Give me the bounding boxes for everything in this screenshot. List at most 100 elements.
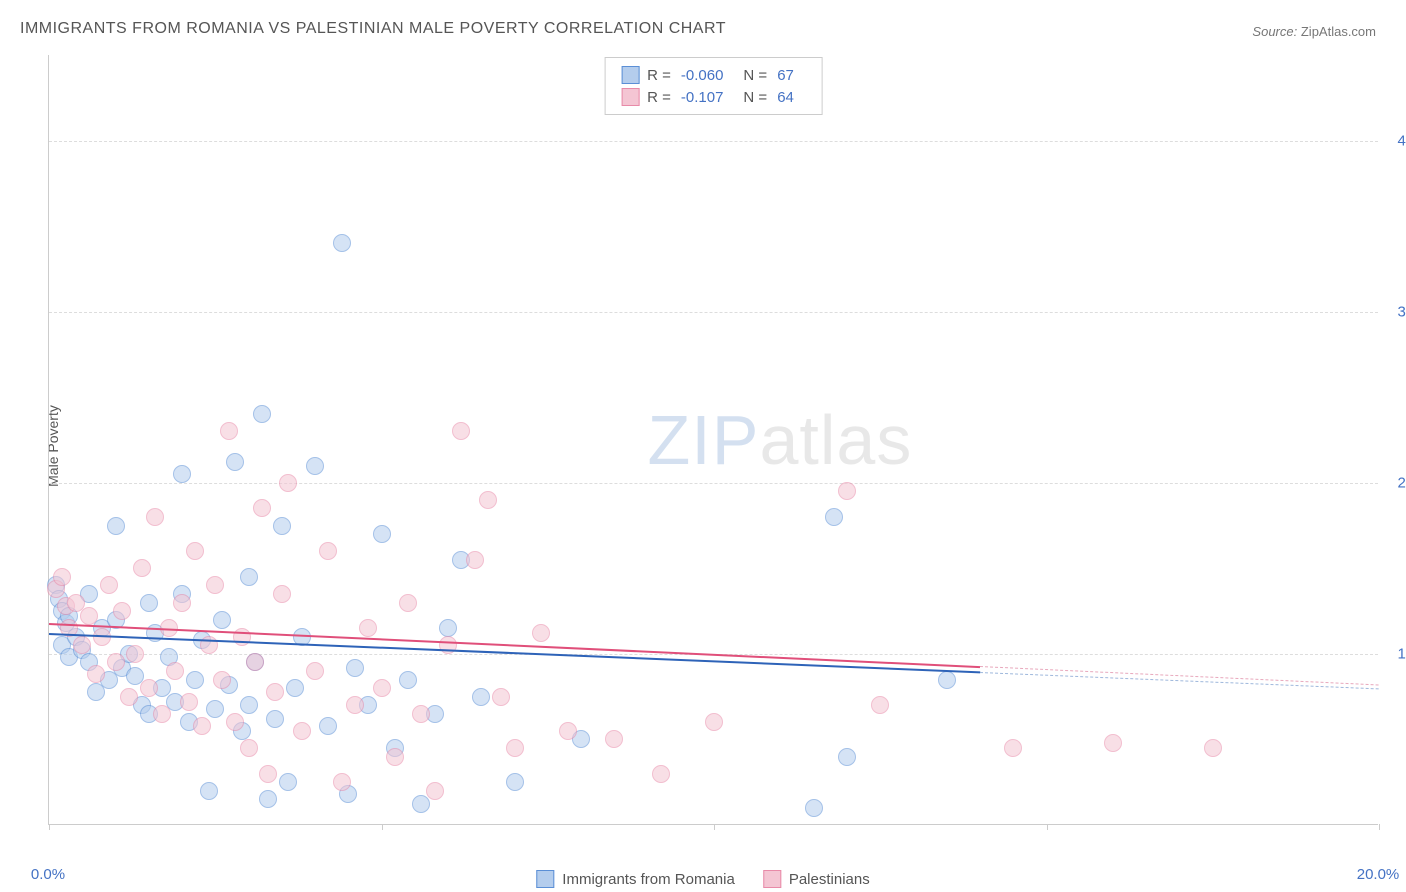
scatter-point <box>206 700 224 718</box>
scatter-point <box>472 688 490 706</box>
scatter-point <box>333 773 351 791</box>
scatter-point <box>120 688 138 706</box>
x-tick-label: 20.0% <box>1357 866 1400 883</box>
scatter-point <box>226 713 244 731</box>
scatter-point <box>286 679 304 697</box>
scatter-point <box>838 748 856 766</box>
scatter-point <box>253 405 271 423</box>
y-tick-label: 30.0% <box>1397 303 1406 320</box>
scatter-point <box>153 705 171 723</box>
legend-stats-row: R =-0.107N =64 <box>621 86 806 108</box>
scatter-point <box>652 765 670 783</box>
scatter-point <box>266 710 284 728</box>
legend-swatch <box>763 870 781 888</box>
legend-series-label: Immigrants from Romania <box>562 871 735 888</box>
watermark-atlas: atlas <box>759 401 912 479</box>
scatter-point <box>279 773 297 791</box>
gridline <box>49 141 1378 142</box>
legend-r-value: -0.107 <box>681 89 724 106</box>
scatter-point <box>279 474 297 492</box>
scatter-point <box>412 795 430 813</box>
scatter-point <box>479 491 497 509</box>
scatter-point <box>399 594 417 612</box>
scatter-point <box>426 782 444 800</box>
scatter-point <box>399 671 417 689</box>
source-attribution: Source: ZipAtlas.com <box>1252 24 1376 39</box>
legend-stats-row: R =-0.060N =67 <box>621 64 806 86</box>
legend-swatch <box>621 88 639 106</box>
scatter-point <box>259 790 277 808</box>
scatter-point <box>213 611 231 629</box>
scatter-point <box>180 693 198 711</box>
scatter-point <box>466 551 484 569</box>
scatter-point <box>333 234 351 252</box>
chart-plot-area: ZIPatlas R =-0.060N =67R =-0.107N =64 10… <box>48 55 1378 825</box>
legend-r-value: -0.060 <box>681 67 724 84</box>
scatter-point <box>80 607 98 625</box>
legend-series-item: Immigrants from Romania <box>536 870 735 888</box>
scatter-point <box>186 542 204 560</box>
scatter-point <box>273 517 291 535</box>
scatter-point <box>107 653 125 671</box>
scatter-point <box>506 739 524 757</box>
scatter-point <box>140 594 158 612</box>
scatter-point <box>107 517 125 535</box>
scatter-point <box>373 679 391 697</box>
scatter-point <box>705 713 723 731</box>
legend-swatch <box>621 66 639 84</box>
scatter-point <box>805 799 823 817</box>
scatter-point <box>53 568 71 586</box>
scatter-point <box>319 542 337 560</box>
scatter-point <box>452 422 470 440</box>
scatter-point <box>1204 739 1222 757</box>
scatter-point <box>838 482 856 500</box>
scatter-point <box>1004 739 1022 757</box>
y-tick-label: 40.0% <box>1397 132 1406 149</box>
legend-n-label: N = <box>743 89 767 106</box>
legend-n-label: N = <box>743 67 767 84</box>
scatter-point <box>200 782 218 800</box>
scatter-point <box>359 619 377 637</box>
scatter-point <box>273 585 291 603</box>
scatter-point <box>346 696 364 714</box>
legend-stats: R =-0.060N =67R =-0.107N =64 <box>604 57 823 115</box>
x-tick-label: 0.0% <box>31 866 65 883</box>
scatter-point <box>559 722 577 740</box>
scatter-point <box>87 665 105 683</box>
x-tick <box>714 824 715 830</box>
x-tick <box>1047 824 1048 830</box>
scatter-point <box>206 576 224 594</box>
gridline <box>49 483 1378 484</box>
scatter-point <box>73 636 91 654</box>
scatter-point <box>186 671 204 689</box>
legend-r-label: R = <box>647 89 671 106</box>
scatter-point <box>253 499 271 517</box>
scatter-point <box>100 576 118 594</box>
scatter-point <box>113 602 131 620</box>
scatter-point <box>386 748 404 766</box>
scatter-point <box>213 671 231 689</box>
scatter-point <box>346 659 364 677</box>
scatter-point <box>412 705 430 723</box>
legend-swatch <box>536 870 554 888</box>
scatter-point <box>246 653 264 671</box>
source-value: ZipAtlas.com <box>1301 24 1376 39</box>
scatter-point <box>266 683 284 701</box>
scatter-point <box>193 717 211 735</box>
source-label: Source: <box>1252 24 1297 39</box>
scatter-point <box>319 717 337 735</box>
scatter-point <box>166 662 184 680</box>
chart-title: IMMIGRANTS FROM ROMANIA VS PALESTINIAN M… <box>20 20 726 38</box>
scatter-point <box>259 765 277 783</box>
scatter-point <box>1104 734 1122 752</box>
scatter-point <box>373 525 391 543</box>
scatter-point <box>173 465 191 483</box>
scatter-point <box>532 624 550 642</box>
legend-series: Immigrants from RomaniaPalestinians <box>536 870 869 888</box>
scatter-point <box>240 568 258 586</box>
scatter-point <box>126 645 144 663</box>
scatter-point <box>306 457 324 475</box>
scatter-point <box>226 453 244 471</box>
y-tick-label: 10.0% <box>1397 645 1406 662</box>
scatter-point <box>506 773 524 791</box>
